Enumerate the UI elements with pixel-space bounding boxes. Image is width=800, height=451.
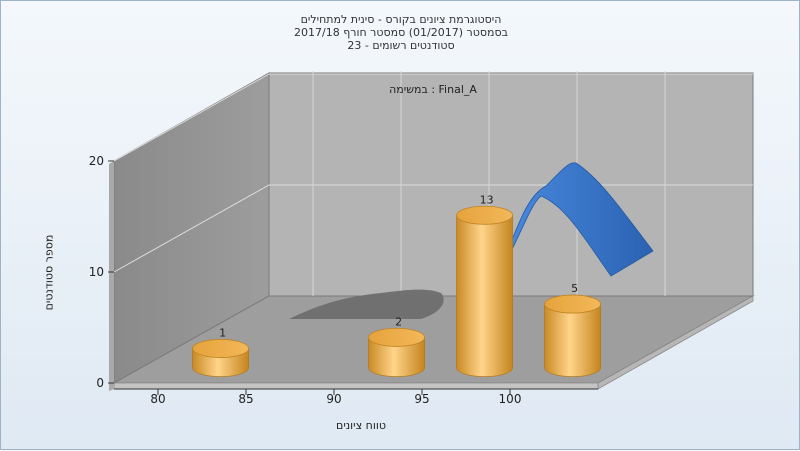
y-tick-label: 0	[96, 376, 104, 390]
chart-annotation: במשימה : Final_A	[389, 83, 477, 96]
bar-top	[456, 205, 514, 225]
x-tick-label: 95	[414, 392, 429, 406]
x-axis-title: טווח ציונים	[336, 419, 386, 432]
x-tick-label: 85	[238, 392, 253, 406]
bar-value-label: 13	[480, 193, 494, 206]
y-tick-label: 10	[89, 265, 104, 279]
y-tick-label: 20	[89, 154, 104, 168]
distribution-curve	[498, 162, 654, 277]
axes: 0 10 20 80 85 90 95 100	[89, 154, 598, 406]
bar-top	[544, 294, 601, 314]
bar	[192, 339, 250, 377]
x-tick-label: 80	[150, 392, 165, 406]
bars	[192, 205, 601, 377]
y-axis-title: מספר סטודנטים	[42, 234, 56, 311]
gridline-y	[113, 73, 753, 162]
chart-title-line-3: סטודנטים רשומים - 23	[347, 39, 455, 52]
left-wall-edge	[109, 161, 114, 391]
bar-top	[192, 339, 250, 358]
bar	[544, 294, 601, 377]
grid-lines	[113, 71, 753, 296]
bar	[456, 205, 514, 377]
value-labels: 1 2 13 5	[219, 193, 578, 339]
bar	[368, 327, 426, 377]
x-tick-label: 100	[499, 392, 522, 406]
x-tick-label: 90	[326, 392, 341, 406]
bar-value-label: 5	[571, 282, 578, 295]
bar-top	[368, 327, 426, 347]
floor-edge-front	[113, 382, 599, 390]
bar-value-label: 2	[395, 315, 402, 328]
chart-title-line-2: בסמסטר (01/2017) סמסטר חורף 2017/18	[294, 26, 508, 39]
distribution-shadow	[289, 289, 444, 319]
bar-cylinder	[456, 215, 513, 377]
bar-value-label: 1	[219, 326, 226, 339]
bar-cylinder	[544, 304, 601, 377]
chart-title-line-1: היסטוגרמת ציונים בקורס - סינית למתחילים	[300, 13, 502, 26]
